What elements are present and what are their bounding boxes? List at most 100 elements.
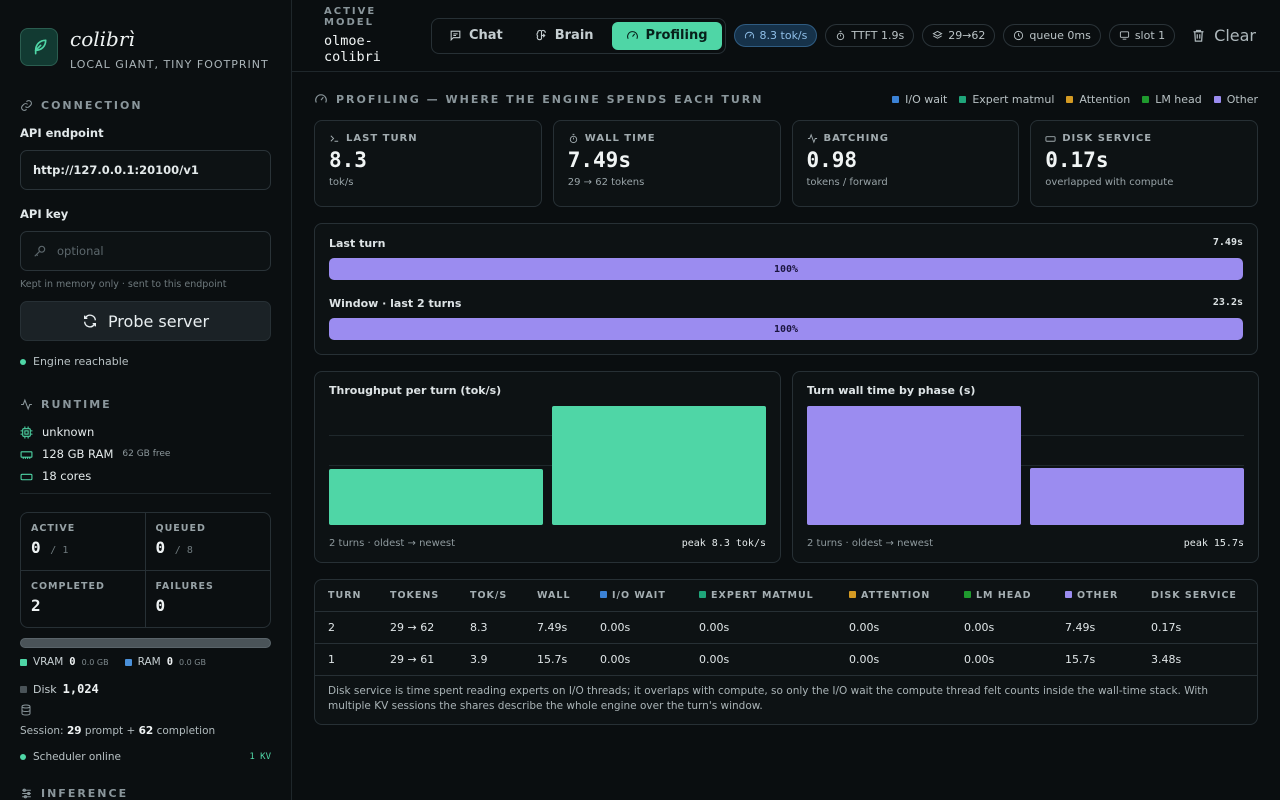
table-cell: 0.00s [686,611,836,644]
table-cell: 0.00s [686,643,836,676]
stat-completed: COMPLETED 2 [21,571,146,627]
table-header-cell: ATTENTION [836,580,951,612]
scheduler-dot [20,754,26,760]
active-model: ACTIVE MODEL olmoe-colibri [324,6,417,65]
slot-chip: slot 1 [1108,24,1176,47]
tab-brain[interactable]: Brain [521,22,608,50]
inference-section-title: INFERENCE [20,787,271,800]
phase-legend: I/O wait Expert matmul Attention LM head… [892,93,1258,106]
drive-icon [1045,136,1056,142]
gauge-icon [626,31,638,39]
kv-count: 1 KV [249,752,271,762]
throughput-peak: peak 8.3 tok/s [681,538,766,549]
terminal-icon [330,135,339,142]
throughput-chart: Throughput per turn (tok/s) 2 turns · ol… [314,371,781,563]
api-key-placeholder: optional [57,244,104,258]
cpu-icon [20,426,33,438]
runtime-device: unknown [20,425,271,439]
probe-server-button[interactable]: Probe server [20,301,271,341]
table-header-cell: EXPERT MATMUL [686,580,836,612]
brain-icon [536,29,546,41]
last-turn-bar-head: Last turn 7.49s [329,237,1243,250]
legend-io-wait: I/O wait [892,93,947,106]
main-panel: ACTIVE MODEL olmoe-colibri Chat Brain Pr… [292,0,1280,800]
stat-failures: FAILURES 0 [155,581,214,615]
table-row: 2 29 → 62 8.3 7.49s 0.00s 0.00s 0.00s 0.00s 7.49… [315,611,1257,644]
wall-time-chart: Turn wall time by phase (s) 2 turns · ol… [792,371,1259,563]
table-cell: 2 [315,611,377,644]
message-icon [450,30,461,42]
tab-profiling[interactable]: Profiling [611,21,722,50]
trash-icon [1193,29,1204,42]
layers-icon [932,30,943,39]
brand-name: colibrì [70,27,135,51]
table-cell: 3.48s [1138,643,1257,676]
window-stack-bar: 100% [329,318,1243,340]
chart-bar-turn-1 [329,469,543,525]
profiling-title: PROFILING — WHERE THE ENGINE SPENDS EACH… [336,92,764,106]
clear-button[interactable]: Clear [1191,26,1256,45]
phase-breakdown: Last turn 7.49s 100% Window · last 2 tur… [314,223,1258,355]
table-header-cell: I/O WAIT [587,580,686,612]
gauge-icon [315,94,327,103]
stopwatch-icon [837,30,845,41]
legend-lm-head: LM head [1142,93,1202,106]
charts-row: Throughput per turn (tok/s) 2 turns · ol… [314,371,1259,563]
disk-usage: Disk 1,024 [20,682,271,696]
phase-swatch [699,590,706,598]
table-note: Disk service is time spent reading exper… [328,684,1209,712]
ram-swatch [124,658,132,666]
table-cell: 29 → 62 [377,611,457,644]
memory-legend: VRAM 0 0.0 GB RAM 0 0.0 GB [20,656,271,668]
table-cell: 0.00s [587,643,686,676]
monitor-icon [1119,31,1129,40]
endpoint-input[interactable]: http://127.0.0.1:20100/v1 [20,150,271,190]
metric-cards: LAST TURN 8.3 tok/s WALL TIME 7.49s 29 →… [314,120,1258,207]
api-key-input[interactable]: optional [20,231,271,271]
session-summary: Session: 29 prompt + 62 completion [20,725,216,737]
table-header-cell: DISK SERVICE [1138,580,1257,612]
last-turn-card: LAST TURN 8.3 tok/s [314,120,542,207]
wall-time-card: WALL TIME 7.49s 29 → 62 tokens [552,120,781,207]
link-icon [21,100,32,111]
sidebar: colibrì LOCAL GIANT, TINY FOOTPRINT CONN… [0,0,292,800]
database-icon [21,704,31,716]
table-cell: 29 → 61 [377,643,457,676]
tab-chat[interactable]: Chat [435,22,517,50]
gauge-icon [744,31,754,39]
table-header-cell: TURN [315,580,377,612]
table-cell: 15.7s [524,643,587,676]
table-cell: 0.00s [951,643,1052,676]
stopwatch-icon [569,133,577,144]
table-cell: 7.49s [1052,611,1138,644]
chart-bar-turn-2 [552,406,766,525]
wall-time-chart-plot [807,406,1244,525]
feather-logo-icon [20,28,58,66]
disk-swatch [20,685,27,693]
activity-icon [807,133,817,144]
endpoint-label: API endpoint [20,126,104,140]
legend-attention: Attention [1066,93,1130,106]
table-row: 1 29 → 61 3.9 15.7s 0.00s 0.00s 0.00s 0.00s 15.7… [315,643,1257,676]
engine-status: Engine reachable [20,355,271,368]
clock-icon [1014,30,1024,41]
chart-bar-turn-2 [1030,468,1244,525]
stat-active: ACTIVE 0 / 1 [21,513,146,571]
view-tabs: Chat Brain Profiling [430,17,726,54]
active-model-name: olmoe-colibri [324,33,381,65]
phase-swatch [1065,590,1072,598]
phase-swatch [600,590,607,598]
key-icon [34,245,46,257]
table-cell: 7.49s [524,611,587,644]
window-bar-head: Window · last 2 turns 23.2s [329,297,1243,310]
disk-service-card: DISK SERVICE 0.17s overlapped with compu… [1030,120,1258,207]
runtime-cores: 18 cores [20,469,271,483]
table-cell: 0.00s [836,611,951,644]
api-key-hint: Kept in memory only · sent to this endpo… [20,279,227,290]
status-dot [20,358,26,365]
brand-tagline: LOCAL GIANT, TINY FOOTPRINT [70,58,269,71]
table-header-cell: LM HEAD [951,580,1052,612]
stat-queued: QUEUED 0 / 8 [145,513,270,571]
table-header-cell: TOKENS [377,580,457,612]
topbar: ACTIVE MODEL olmoe-colibri Chat Brain Pr… [292,0,1280,72]
